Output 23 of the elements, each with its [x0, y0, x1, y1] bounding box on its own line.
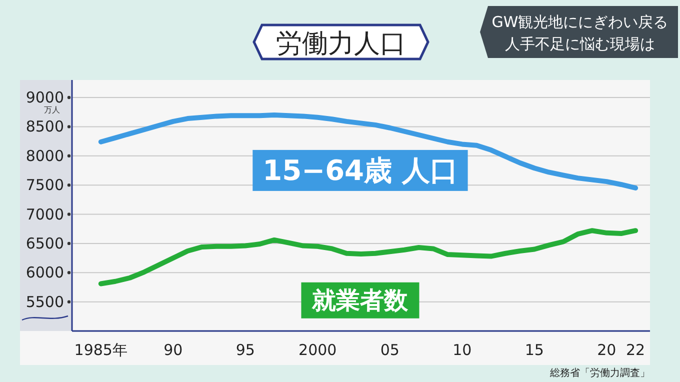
y-tick-label: 9000 — [26, 88, 64, 107]
x-tick-label: 95 — [236, 341, 255, 359]
y-tick-label: 7500 — [26, 176, 64, 194]
y-tick-label: 5500 — [26, 292, 64, 311]
series-label: 就業者数 — [311, 286, 410, 314]
y-axis-title: 万人 — [44, 106, 60, 115]
x-tick-label: 1985年 — [74, 341, 128, 359]
y-tick-label: 6000 — [26, 264, 64, 282]
chart-title: 労働力人口 — [276, 29, 406, 59]
x-tick-label: 2000 — [298, 341, 337, 359]
x-tick-label: 20 — [597, 341, 616, 359]
y-tick-label: 8500 — [26, 118, 64, 136]
y-tick-label: 6500 — [26, 234, 64, 252]
y-tick-label: 7000 — [26, 205, 64, 224]
x-tick-label: 90 — [164, 341, 183, 359]
x-tick-label: 10 — [452, 341, 472, 359]
x-tick-label: 05 — [380, 341, 400, 359]
y-tick-label: 8000 — [26, 146, 64, 165]
series-label: 15−64歳 人口 — [262, 154, 458, 187]
chart-subtitle: GW観光地ににぎわい戻る人手不足に悩む現場は — [492, 13, 668, 53]
x-tick-label: 22 — [626, 341, 646, 359]
x-tick-label: 15 — [524, 341, 544, 359]
text: 総務省「労働力調査」 — [549, 367, 650, 379]
